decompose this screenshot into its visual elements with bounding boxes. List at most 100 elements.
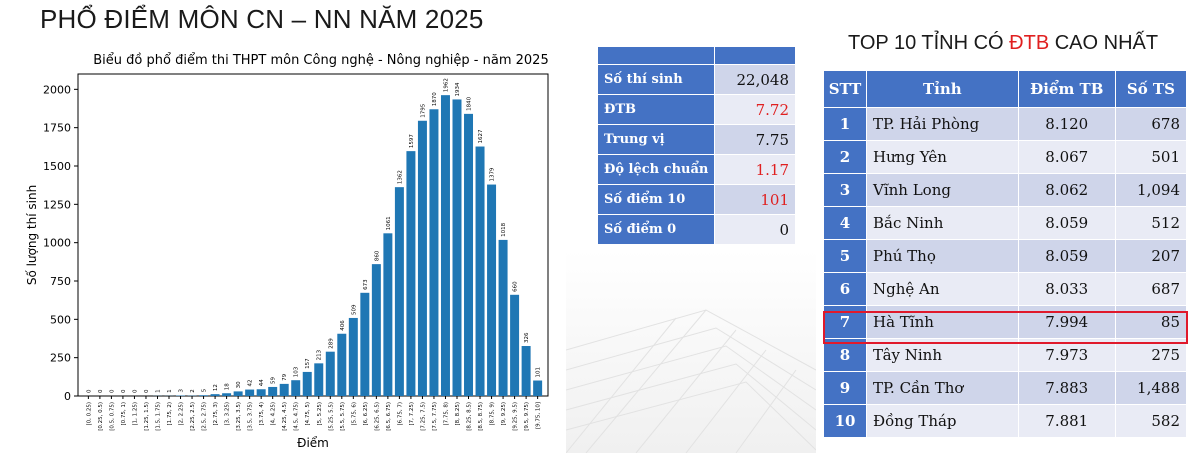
top10-title-suffix: CAO NHẤT	[1049, 32, 1159, 54]
bar-value-label: 79	[282, 373, 288, 380]
bar	[279, 383, 289, 396]
x-tick-label: [4.25, 4.5)	[282, 402, 288, 431]
bar-value-label: 18	[225, 383, 231, 390]
top10-row: 5 Phú Thọ 8.059 207	[823, 239, 1188, 273]
x-tick-label: [9.25, 9.5)	[513, 402, 519, 431]
stats-label: Trung vị	[596, 124, 716, 155]
bar-value-label: 1962	[443, 78, 449, 92]
count-cell: 1,094	[1114, 173, 1188, 207]
header-score: Điểm TB	[1017, 70, 1116, 108]
bar	[487, 184, 497, 396]
count-cell: 582	[1114, 404, 1188, 438]
x-tick-label: [3.5, 3.75)	[248, 402, 254, 431]
top10-title-prefix: TOP 10 TỈNH CÓ	[848, 32, 1010, 54]
top10-row: 9 TP. Cần Thơ 7.883 1,488	[823, 371, 1188, 405]
x-tick-label: [3, 3.25)	[225, 402, 231, 426]
stats-value: 0	[714, 214, 796, 245]
y-tick-label: 750	[50, 275, 71, 288]
bar-value-label: 103	[294, 366, 300, 377]
stats-label: Số điểm 10	[596, 184, 716, 215]
y-tick-label: 250	[50, 352, 71, 365]
top10-table: STT Tỉnh Điểm TB Số TS 1 TP. Hải Phòng 8.1…	[823, 70, 1188, 438]
bar-value-label: 1870	[432, 92, 438, 106]
header-stt: STT	[823, 70, 867, 108]
province-cell: TP. Cần Thơ	[866, 371, 1019, 405]
bar	[302, 371, 312, 396]
bar	[199, 395, 209, 396]
top10-header-row: STT Tỉnh Điểm TB Số TS	[823, 70, 1188, 108]
rank-cell: 6	[823, 272, 867, 306]
x-tick-label: [9, 9.25)	[501, 402, 507, 426]
bar-value-label: 509	[351, 304, 357, 315]
x-axis-label: Điểm	[297, 436, 329, 450]
x-tick-label: [2, 2.25)	[179, 402, 185, 426]
y-tick-label: 500	[50, 313, 71, 326]
bar-value-label: 289	[328, 338, 334, 349]
x-tick-label: [2.25, 2.5)	[190, 402, 196, 431]
stats-row: Độ lệch chuẩn 1.17	[596, 154, 796, 185]
stats-value: 22,048	[714, 64, 796, 95]
highlight-ha-tinh-box	[823, 311, 1188, 344]
bar	[360, 292, 370, 396]
x-tick-label: [0.5, 0.75)	[109, 402, 115, 431]
y-tick-label: 1250	[43, 198, 71, 211]
count-cell: 687	[1114, 272, 1188, 306]
x-tick-label: [0, 0.25)	[86, 402, 92, 426]
decorative-grid	[566, 250, 816, 453]
x-tick-label: [1, 1.25)	[132, 402, 138, 426]
bar-value-label: 1	[167, 389, 173, 393]
bar	[429, 109, 439, 397]
bar	[256, 389, 266, 396]
count-cell: 501	[1114, 140, 1188, 174]
header-province: Tỉnh	[866, 70, 1019, 108]
score-cell: 7.881	[1017, 404, 1116, 438]
y-tick-label: 1000	[43, 237, 71, 250]
rank-cell: 9	[823, 371, 867, 405]
count-cell: 207	[1114, 239, 1188, 273]
chart-title: Biểu đồ phổ điểm thi THPT môn Công nghệ …	[93, 53, 548, 68]
bar-value-label: 326	[524, 332, 530, 343]
bar-value-label: 1018	[501, 222, 507, 236]
x-tick-label: [4.75, 5)	[305, 402, 311, 426]
bar-value-label: 1	[155, 389, 161, 393]
x-tick-label: [0.25, 0.5)	[98, 402, 104, 431]
bar-value-label: 673	[363, 279, 369, 290]
stats-value: 7.75	[714, 124, 796, 155]
x-tick-label: [8, 8.25)	[455, 402, 461, 426]
province-cell: Bắc Ninh	[866, 206, 1019, 240]
top10-title: TOP 10 TỈNH CÓ ĐTB CAO NHẤT	[848, 32, 1158, 55]
stats-label: ĐTB	[596, 94, 716, 125]
rank-cell: 4	[823, 206, 867, 240]
y-tick-label: 1500	[43, 160, 71, 173]
bar-value-label: 59	[271, 376, 277, 383]
x-tick-label: [4, 4.25)	[271, 402, 277, 426]
x-tick-label: [3.75, 4)	[259, 402, 265, 426]
count-cell: 512	[1114, 206, 1188, 240]
stats-label: Số thí sinh	[596, 64, 716, 95]
bar	[233, 391, 243, 396]
x-tick-label: [5, 5.25)	[317, 402, 323, 426]
score-cell: 8.059	[1017, 239, 1116, 273]
plot-frame	[77, 73, 549, 397]
top10-row: 2 Hưng Yên 8.067 501	[823, 140, 1188, 174]
bar	[406, 151, 416, 396]
x-tick-label: [6.25, 6.5)	[374, 402, 380, 431]
bar-value-label: 2	[190, 389, 196, 393]
bar-value-label: 5	[202, 388, 208, 392]
bar-value-label: 0	[144, 389, 150, 393]
stats-row: Số thí sinh 22,048	[596, 64, 796, 95]
top10-row: 6 Nghệ An 8.033 687	[823, 272, 1188, 306]
rank-cell: 3	[823, 173, 867, 207]
score-cell: 8.033	[1017, 272, 1116, 306]
score-cell: 7.883	[1017, 371, 1116, 405]
stats-row: Trung vị 7.75	[596, 124, 796, 155]
top10-title-highlight: ĐTB	[1009, 32, 1050, 54]
bar	[440, 95, 450, 396]
bar	[222, 393, 232, 396]
bar-value-label: 1627	[478, 129, 484, 143]
rank-cell: 2	[823, 140, 867, 174]
bar	[314, 363, 324, 396]
score-cell: 8.120	[1017, 107, 1116, 141]
bar-value-label: 1840	[467, 96, 473, 110]
bar-value-label: 44	[259, 379, 265, 386]
